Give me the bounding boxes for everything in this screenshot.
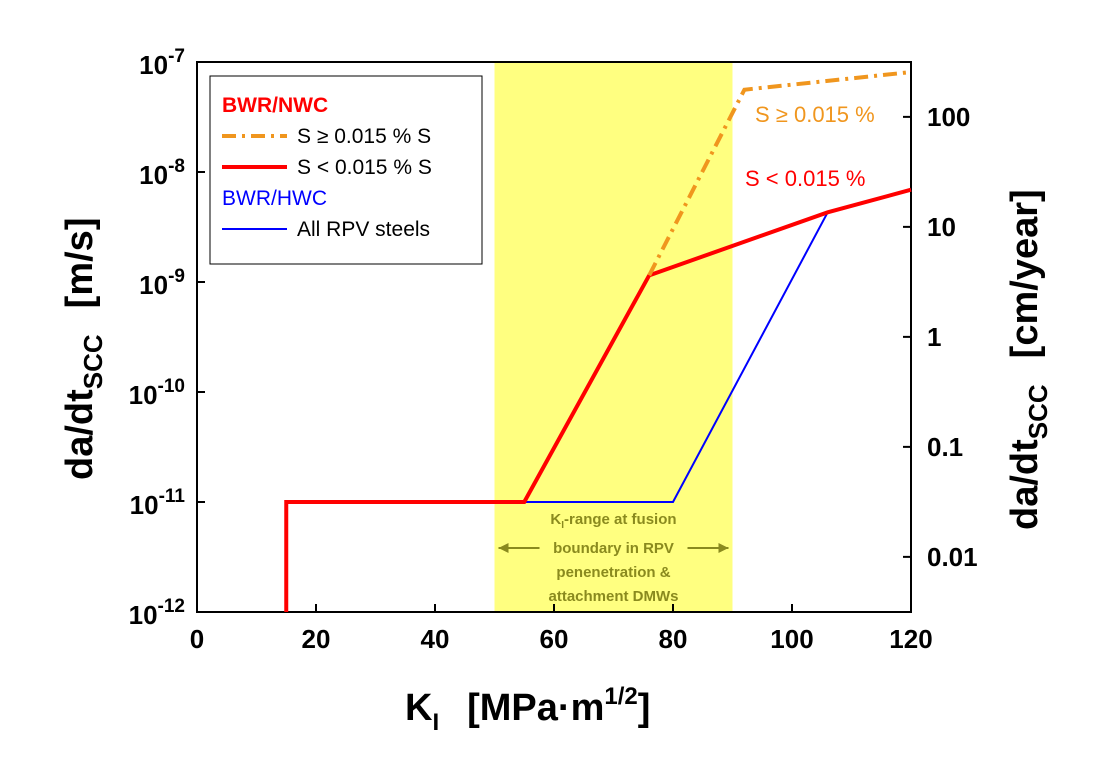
y-tick-base: 10: [139, 50, 168, 80]
y2-tick-label: 0.01: [927, 542, 978, 572]
region-label: boundary in RPV: [553, 540, 674, 557]
y-tick-exp: -11: [159, 486, 186, 507]
x-tick-label: 120: [889, 624, 932, 654]
y2-tick-label: 100: [927, 102, 970, 132]
y-label-sub: SCC: [78, 334, 108, 389]
region-label: KI-range at fusion: [550, 511, 676, 531]
region-label: attachment DMWs: [548, 588, 678, 605]
y2-tick-label: 1: [927, 322, 941, 352]
y-tick-label: 10-11: [130, 486, 186, 520]
y-axis-label: da/dtSCC [m/s]: [59, 218, 108, 480]
x-tick-label: 100: [770, 624, 813, 654]
x-label-unit: [MPa·m: [467, 687, 604, 729]
y-label-main: da/dt: [59, 389, 101, 480]
legend-group-title: BWR/NWC: [222, 94, 328, 117]
x-tick-label: 0: [190, 624, 204, 654]
arrow-head: [718, 543, 729, 553]
y-tick-base: 10: [129, 600, 158, 630]
y-tick-exp: -7: [168, 46, 185, 67]
y-tick-exp: -10: [158, 376, 185, 397]
y-tick-label: 10-10: [129, 376, 185, 410]
y-tick-label: 10-7: [139, 46, 185, 80]
arrow-head: [498, 543, 509, 553]
x-label-sup: 1/2: [604, 683, 637, 710]
annotation: S < 0.015 %: [745, 166, 865, 191]
y-tick-label: 10-12: [129, 596, 185, 630]
x-tick-label: 60: [540, 624, 569, 654]
y2-label-unit: [cm/year]: [1004, 189, 1046, 358]
region-label-k: K: [550, 511, 561, 528]
legend-group-title: BWR/HWC: [222, 187, 327, 210]
y-tick-label: 10-9: [139, 266, 185, 300]
y-tick-exp: -12: [158, 596, 185, 617]
x-label-sub: I: [432, 709, 439, 736]
y-tick-base: 10: [129, 380, 158, 410]
y2-label-main: da/dt: [1004, 439, 1046, 530]
x-label-end: ]: [638, 687, 651, 729]
region-label-sub: I: [561, 520, 564, 531]
annotation: S ≥ 0.015 %: [755, 102, 875, 127]
legend-box: [209, 75, 483, 265]
x-axis-label: KI [MPa·m1/2]: [405, 683, 650, 736]
y2-tick-label: 0.1: [927, 432, 963, 462]
y2-label-sub: SCC: [1023, 384, 1053, 439]
y2-axis-label: da/dtSCC [cm/year]: [1004, 189, 1053, 530]
series-line: [647, 70, 912, 277]
x-label-main: K: [405, 687, 433, 729]
legend-label: All RPV steels: [297, 218, 430, 241]
y-tick-base: 10: [130, 490, 159, 520]
region-label-line: -range at fusion: [564, 511, 677, 528]
region-label: penenetration &: [556, 564, 670, 581]
series-line: [284, 187, 912, 612]
y-tick-exp: -9: [168, 266, 185, 287]
legend-label: S ≥ 0.015 % S: [297, 125, 431, 148]
x-tick-label: 80: [659, 624, 688, 654]
y-tick-label: 10-8: [139, 156, 185, 190]
y2-tick-label: 10: [927, 212, 956, 242]
y-tick-exp: -8: [168, 156, 185, 177]
y-label-unit: [m/s]: [59, 218, 101, 309]
legend-label: S < 0.015 % S: [297, 156, 432, 179]
y-tick-base: 10: [139, 270, 168, 300]
x-tick-label: 20: [302, 624, 331, 654]
x-tick-label: 40: [421, 624, 450, 654]
y-tick-base: 10: [139, 160, 168, 190]
